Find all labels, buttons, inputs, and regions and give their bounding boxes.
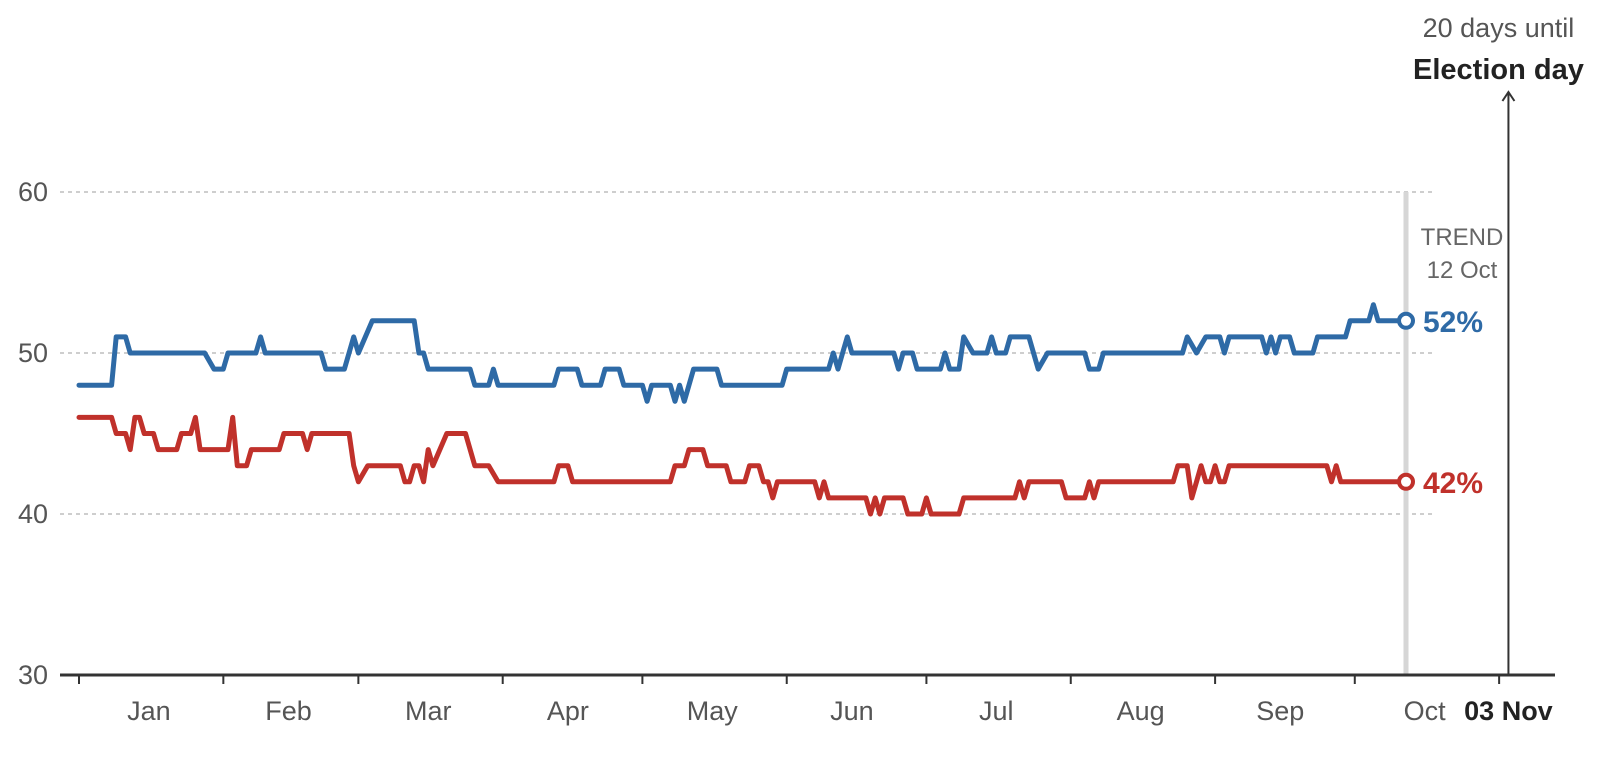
x-tick-label: Sep (1256, 696, 1304, 726)
y-tick-label: 30 (18, 660, 48, 690)
election-day-marker: 20 days until Election day (1413, 13, 1584, 675)
series-line-2 (76, 414, 1409, 517)
x-axis-labels: Jan Feb Mar Apr May Jun Jul Aug Sep Oct 03 Nov (127, 696, 1553, 726)
election-day-label: Election day (1413, 54, 1584, 86)
arrow-up-icon (1501, 90, 1516, 102)
days-until-label: 20 days until (1423, 13, 1575, 43)
y-tick-label: 40 (18, 499, 48, 529)
trend-date-label: 12 Oct (1427, 257, 1498, 284)
x-tick-label: May (687, 696, 739, 726)
series-lines: 52% 42% (76, 302, 1483, 517)
x-tick-label: Jul (979, 696, 1014, 726)
trend-label: TREND (1421, 224, 1504, 251)
x-tick-label: Jan (127, 696, 171, 726)
x-tick-label: Apr (547, 696, 589, 726)
x-tick-label: Mar (405, 696, 452, 726)
series-end-label: 52% (1423, 306, 1483, 339)
series-end-point (1397, 472, 1416, 491)
x-tick-label: 03 Nov (1464, 696, 1553, 726)
series-end-point (1397, 311, 1416, 330)
x-tick-label: Aug (1117, 696, 1165, 726)
series-line-1 (76, 302, 1409, 404)
series-end-label: 42% (1423, 467, 1483, 500)
x-tick-label: Jun (830, 696, 874, 726)
x-tick-label: Oct (1404, 696, 1447, 726)
trend-marker: TREND 12 Oct (1403, 192, 1504, 675)
y-axis-labels: 30 40 50 60 (18, 177, 48, 690)
x-tick-label: Feb (265, 696, 312, 726)
y-tick-label: 50 (18, 338, 48, 368)
x-axis-ticks (78, 675, 1501, 684)
y-tick-label: 60 (18, 177, 48, 207)
